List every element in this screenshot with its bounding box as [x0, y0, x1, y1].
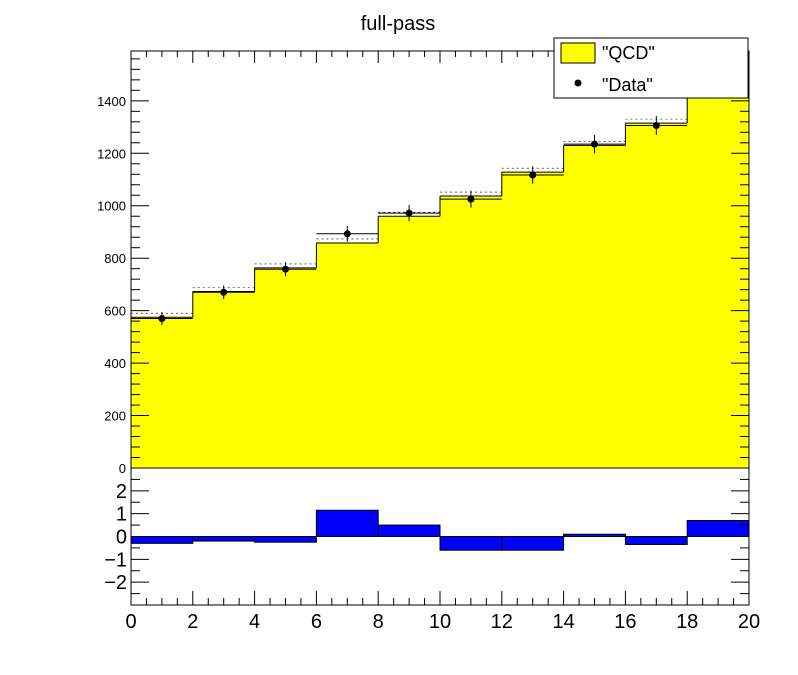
- ratio-y-tick-label-4: 2: [116, 481, 127, 503]
- data-point-5: [440, 190, 502, 208]
- ratio-bar-3: [315, 509, 379, 538]
- ratio-bar-4: [377, 524, 441, 537]
- x-tick-label-2: 4: [249, 611, 260, 633]
- ratio-y-tick-label-0: −2: [104, 572, 127, 594]
- ratio-frame: [130, 467, 750, 606]
- data-point-6: [501, 166, 564, 184]
- x-tick-label-3: 6: [311, 611, 322, 633]
- ratio-y-tick-label-2: 0: [116, 527, 127, 549]
- legend-data-marker: [574, 79, 582, 87]
- ratio-bar-2: [254, 536, 317, 543]
- ratio-y-tick-label-1: −1: [104, 549, 127, 571]
- x-tick-label-1: 2: [187, 611, 198, 633]
- x-tick-label-9: 18: [676, 611, 698, 633]
- main-y-tick-label-1: 200: [104, 409, 126, 424]
- data-point-8: [625, 116, 688, 135]
- data-point-4: [378, 204, 440, 222]
- ratio-bar-0: [130, 536, 194, 544]
- legend-qcd-swatch: [560, 42, 596, 64]
- qcd-histogram: [131, 96, 749, 468]
- main-y-tick-label-2: 400: [104, 356, 126, 371]
- data-point-1: [192, 285, 255, 300]
- x-tick-label-5: 10: [429, 611, 451, 633]
- data-point-0: [131, 312, 193, 325]
- chart-title: full-pass: [361, 13, 435, 35]
- ratio-y-tick-label-3: 1: [116, 504, 127, 526]
- main-y-tick-label-3: 600: [104, 304, 126, 319]
- main-y-tick-label-0: 0: [119, 461, 126, 476]
- ratio-bar-8: [624, 536, 688, 545]
- main-y-tick-label-7: 1400: [97, 94, 126, 109]
- main-panel: 0 200 400 600 800 1000 1200 1400: [97, 50, 750, 476]
- data-point-7: [563, 134, 626, 154]
- legend-data-label: "Data": [602, 75, 653, 95]
- data-point-3: [316, 225, 379, 242]
- ratio-bar-1: [192, 536, 256, 542]
- ratio-bar-5: [439, 536, 503, 551]
- main-y-tick-label-5: 1000: [97, 199, 126, 214]
- main-y-tick-label-4: 800: [104, 251, 126, 266]
- ratio-bar-7: [563, 533, 626, 538]
- data-point-2: [254, 262, 317, 277]
- x-tick-label-10: 20: [738, 611, 760, 633]
- x-tick-label-6: 12: [491, 611, 513, 633]
- x-tick-label-8: 16: [614, 611, 636, 633]
- legend-qcd-label: "QCD": [602, 43, 655, 63]
- x-tick-label-4: 8: [373, 611, 384, 633]
- main-y-tick-label-6: 1200: [97, 146, 126, 161]
- legend: "QCD" "Data": [553, 37, 749, 99]
- ratio-bar-6: [501, 536, 565, 551]
- x-tick-label-7: 14: [552, 611, 574, 633]
- ratio-bar-9: [686, 520, 750, 537]
- x-tick-label-0: 0: [125, 611, 136, 633]
